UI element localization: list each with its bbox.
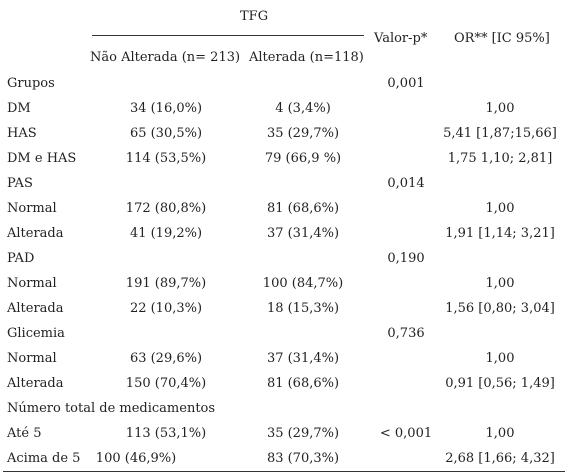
header-alterada: Alterada (n=118) xyxy=(249,50,364,65)
cell-nao-alterada: 65 (30,5%) xyxy=(129,126,203,141)
header-nao-alterada: Não Alterada (n= 213) xyxy=(90,50,241,65)
row-label: Glicemia xyxy=(7,326,65,341)
row-label: Alterada xyxy=(7,376,64,391)
row-label: HAS xyxy=(7,126,37,141)
cell-alterada: 37 (31,4%) xyxy=(266,351,340,366)
cell-or: 1,91 [1,14; 3,21] xyxy=(445,226,555,241)
cell-alterada: 18 (15,3%) xyxy=(266,301,340,316)
row-label: Normal xyxy=(7,351,57,366)
cell-or: 1,00 xyxy=(485,101,515,116)
cell-valor-p: 0,014 xyxy=(387,176,425,191)
cell-alterada: 35 (29,7%) xyxy=(266,126,340,141)
cell-nao-alterada: 22 (10,3%) xyxy=(129,301,203,316)
cell-alterada: 100 (84,7%) xyxy=(262,276,344,291)
row-label: PAD xyxy=(7,251,35,266)
cell-nao-alterada: 41 (19,2%) xyxy=(129,226,203,241)
header-valor-p: Valor-p* xyxy=(374,31,428,46)
cell-or: 2,68 [1,66; 4,32] xyxy=(445,451,555,466)
cell-nao-alterada: 114 (53,5%) xyxy=(125,151,207,166)
cell-valor-p: 0,190 xyxy=(387,251,425,266)
cell-or: 1,00 xyxy=(485,351,515,366)
cell-valor-p: < 0,001 xyxy=(379,426,433,441)
cell-or: 5,41 [1,87;15,66] xyxy=(443,126,557,141)
row-label: Acima de 5 xyxy=(7,451,81,466)
row-label: PAS xyxy=(7,176,33,191)
cell-nao-alterada: 113 (53,1%) xyxy=(125,426,207,441)
cell-alterada: 37 (31,4%) xyxy=(266,226,340,241)
row-label: DM e HAS xyxy=(7,151,77,166)
cell-nao-alterada: 63 (29,6%) xyxy=(129,351,203,366)
cell-or: 1,00 xyxy=(485,276,515,291)
row-label: Grupos xyxy=(7,76,55,91)
tfg-divider-line xyxy=(92,35,364,36)
row-label: Até 5 xyxy=(7,426,42,441)
row-label: Normal xyxy=(7,201,57,216)
cell-nao-alterada: 100 (46,9%) xyxy=(95,451,177,466)
bottom-rule xyxy=(3,471,565,472)
cell-or: 1,00 xyxy=(485,201,515,216)
cell-alterada: 81 (68,6%) xyxy=(266,201,340,216)
row-label: DM xyxy=(7,101,31,116)
cell-nao-alterada: 34 (16,0%) xyxy=(129,101,203,116)
row-label: Número total de medicamentos xyxy=(7,401,216,416)
row-label: Normal xyxy=(7,276,57,291)
row-label: Alterada xyxy=(7,226,64,241)
header-or: OR** [IC 95%] xyxy=(454,31,550,46)
cell-nao-alterada: 172 (80,8%) xyxy=(125,201,207,216)
cell-valor-p: 0,001 xyxy=(387,76,425,91)
cell-alterada: 79 (66,9 %) xyxy=(264,151,342,166)
cell-or: 1,75 1,10; 2,81] xyxy=(447,151,553,166)
header-tfg: TFG xyxy=(240,9,269,24)
cell-valor-p: 0,736 xyxy=(387,326,425,341)
cell-alterada: 83 (70,3%) xyxy=(266,451,340,466)
cell-alterada: 81 (68,6%) xyxy=(266,376,340,391)
cell-alterada: 4 (3,4%) xyxy=(275,101,331,116)
cell-or: 0,91 [0,56; 1,49] xyxy=(445,376,555,391)
cell-or: 1,56 [0,80; 3,04] xyxy=(445,301,555,316)
cell-nao-alterada: 150 (70,4%) xyxy=(125,376,207,391)
cell-alterada: 35 (29,7%) xyxy=(266,426,340,441)
cell-nao-alterada: 191 (89,7%) xyxy=(125,276,207,291)
cell-or: 1,00 xyxy=(485,426,515,441)
row-label: Alterada xyxy=(7,301,64,316)
